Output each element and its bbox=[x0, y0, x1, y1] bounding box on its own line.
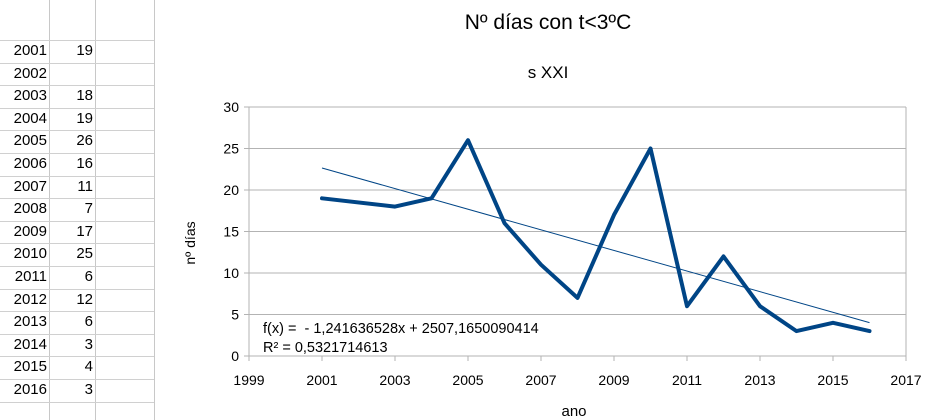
row-divider bbox=[0, 266, 154, 267]
cell-value[interactable]: 6 bbox=[84, 268, 93, 285]
chart-title: Nº días con t<3ºC bbox=[465, 11, 632, 34]
series-line bbox=[320, 138, 872, 334]
cell-year[interactable]: 2012 bbox=[13, 291, 47, 308]
cell-year[interactable]: 2010 bbox=[13, 245, 47, 262]
y-tick-label: 25 bbox=[223, 141, 239, 157]
row-divider bbox=[0, 153, 154, 154]
column-divider bbox=[154, 0, 155, 420]
column-divider bbox=[95, 0, 96, 420]
chart-subtitle: s XXI bbox=[528, 63, 569, 82]
cell-value[interactable]: 25 bbox=[76, 245, 93, 262]
cell-value[interactable]: 7 bbox=[84, 200, 93, 217]
cell-value[interactable]: 18 bbox=[76, 87, 93, 104]
y-tick-label: 20 bbox=[223, 182, 239, 198]
row-divider bbox=[0, 402, 154, 403]
y-tick-label: 5 bbox=[231, 307, 239, 323]
trendline-equation: f(x) = - 1,241636528x + 2507,1650090414 bbox=[263, 321, 539, 337]
trendline-group bbox=[321, 167, 870, 324]
data-series bbox=[320, 138, 872, 334]
x-tick-label: 1999 bbox=[233, 372, 264, 388]
gridlines bbox=[249, 106, 906, 315]
cell-value[interactable]: 6 bbox=[84, 313, 93, 330]
trendline bbox=[321, 167, 870, 324]
cell-year[interactable]: 2004 bbox=[13, 110, 47, 127]
row-divider bbox=[0, 85, 154, 86]
row-divider bbox=[0, 130, 154, 131]
cell-year[interactable]: 2011 bbox=[14, 268, 47, 285]
cell-value[interactable]: 3 bbox=[84, 336, 93, 353]
cell-value[interactable]: 17 bbox=[76, 223, 93, 240]
y-tick-label: 10 bbox=[223, 265, 239, 281]
cell-year[interactable]: 2006 bbox=[13, 155, 47, 172]
row-divider bbox=[0, 289, 154, 290]
cell-year[interactable]: 2015 bbox=[13, 358, 47, 375]
y-axis-ticks: 0 5 10 15 20 25 30 bbox=[223, 99, 249, 364]
column-divider bbox=[49, 0, 50, 420]
row-divider bbox=[0, 108, 154, 109]
y-tick-label: 30 bbox=[223, 99, 239, 115]
x-tick-label: 2001 bbox=[306, 372, 337, 388]
cell-value[interactable]: 19 bbox=[76, 42, 93, 59]
cell-year[interactable]: 2007 bbox=[13, 178, 47, 195]
x-tick-label: 2015 bbox=[817, 372, 848, 388]
cell-value[interactable]: 4 bbox=[84, 358, 93, 375]
y-axis-label: nº días bbox=[182, 221, 198, 264]
cell-year[interactable]: 2014 bbox=[13, 336, 47, 353]
x-axis-ticks: 1999 2001 2003 2005 2007 2009 2011 2013 2015 2017 bbox=[233, 356, 922, 388]
cell-year[interactable]: 2013 bbox=[13, 313, 47, 330]
cell-value[interactable]: 16 bbox=[76, 155, 93, 172]
x-tick-label: 2013 bbox=[744, 372, 775, 388]
cell-value[interactable]: 26 bbox=[76, 132, 93, 149]
x-tick-label: 2017 bbox=[890, 372, 921, 388]
y-tick-label: 0 bbox=[231, 348, 239, 364]
row-divider bbox=[0, 63, 154, 64]
y-tick-label: 15 bbox=[223, 224, 239, 240]
x-tick-label: 2005 bbox=[452, 372, 483, 388]
x-axis-label: ano bbox=[561, 403, 586, 420]
row-divider bbox=[0, 243, 154, 244]
cell-year[interactable]: 2005 bbox=[13, 132, 47, 149]
cell-value[interactable]: 19 bbox=[76, 110, 93, 127]
row-divider bbox=[0, 198, 154, 199]
x-tick-label: 2003 bbox=[379, 372, 410, 388]
row-divider bbox=[0, 356, 154, 357]
cell-value[interactable]: 11 bbox=[77, 178, 93, 195]
x-tick-label: 2011 bbox=[672, 372, 702, 388]
trendline-r2: R² = 0,5321714613 bbox=[263, 340, 388, 356]
row-divider bbox=[0, 311, 154, 312]
row-divider bbox=[0, 379, 154, 380]
row-divider bbox=[0, 40, 154, 41]
cell-year[interactable]: 2002 bbox=[13, 65, 47, 82]
cell-value[interactable]: 3 bbox=[84, 381, 93, 398]
row-divider bbox=[0, 221, 154, 222]
x-tick-label: 2009 bbox=[598, 372, 629, 388]
cell-year[interactable]: 2001 bbox=[13, 42, 47, 59]
x-tick-label: 2007 bbox=[525, 372, 556, 388]
row-divider bbox=[0, 334, 154, 335]
cell-year[interactable]: 2016 bbox=[13, 381, 47, 398]
cell-value[interactable]: 12 bbox=[76, 291, 93, 308]
cell-year[interactable]: 2008 bbox=[13, 200, 47, 217]
cell-year[interactable]: 2003 bbox=[13, 87, 47, 104]
cell-year[interactable]: 2009 bbox=[13, 223, 47, 240]
row-divider bbox=[0, 176, 154, 177]
